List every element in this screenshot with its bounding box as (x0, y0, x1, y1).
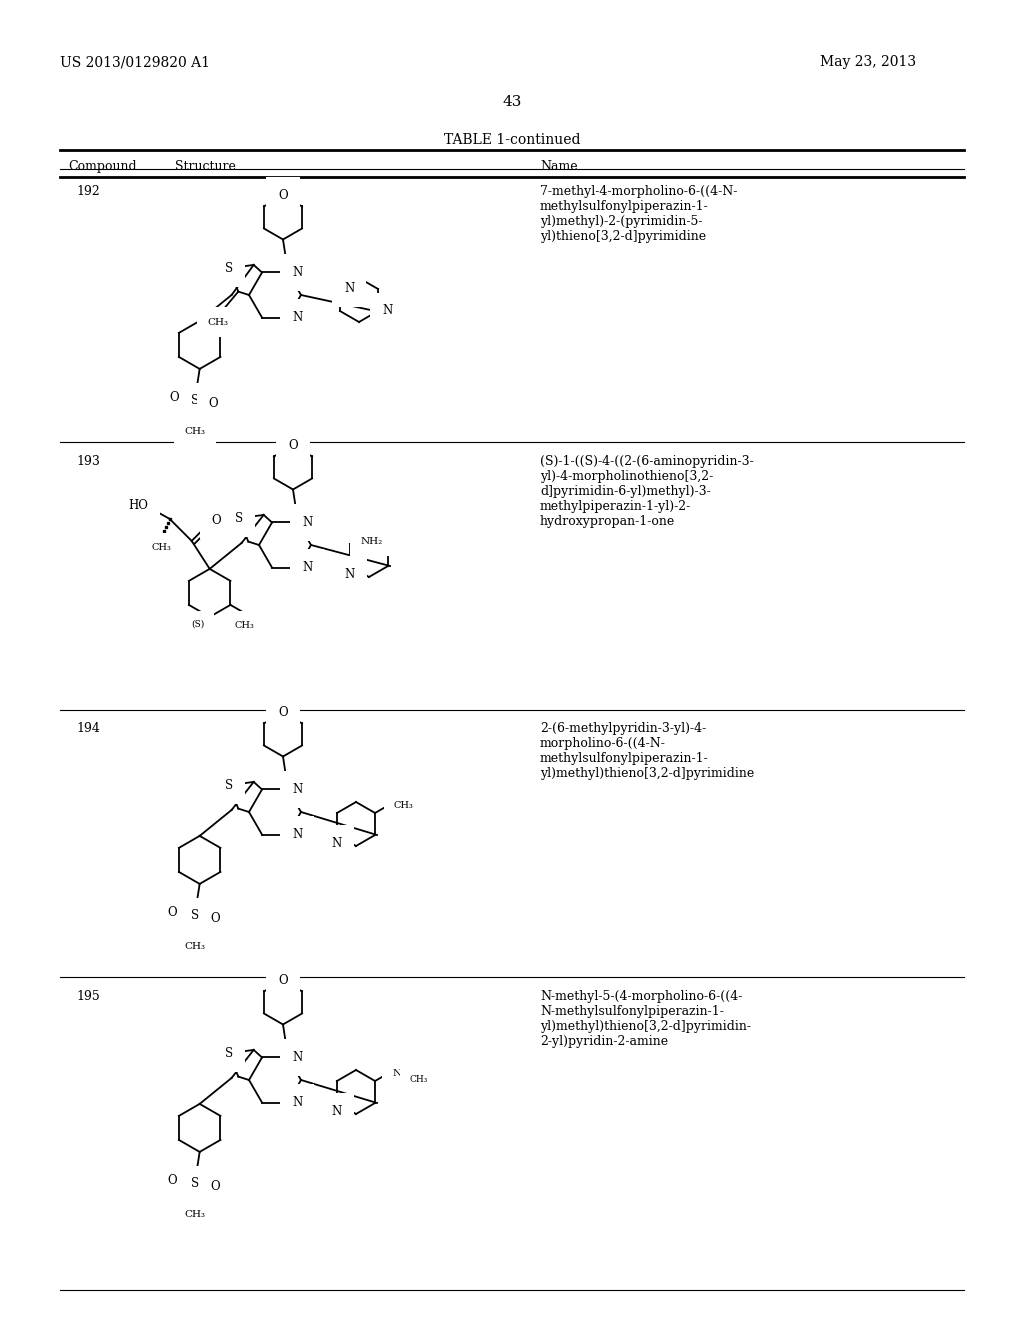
Text: CH₃: CH₃ (234, 620, 254, 630)
Text: O: O (209, 397, 218, 411)
Text: O: O (279, 189, 288, 202)
Text: Structure: Structure (175, 160, 236, 173)
Text: N: N (302, 516, 312, 529)
Text: CH₃: CH₃ (184, 1210, 205, 1218)
Text: S: S (190, 909, 199, 923)
Text: O: O (167, 1175, 177, 1188)
Text: N: N (292, 1096, 302, 1109)
Text: Name: Name (540, 160, 578, 173)
Text: CH₃: CH₃ (184, 942, 205, 950)
Text: NH₂: NH₂ (360, 536, 383, 545)
Text: O: O (211, 1180, 220, 1193)
Text: (S)-1-((S)-4-((2-(6-aminopyridin-3-
yl)-4-morpholinothieno[3,2-
d]pyrimidin-6-yl: (S)-1-((S)-4-((2-(6-aminopyridin-3- yl)-… (540, 455, 754, 528)
Text: CH₃: CH₃ (394, 800, 414, 809)
Text: S: S (190, 395, 199, 408)
Text: O: O (279, 974, 288, 987)
Text: US 2013/0129820 A1: US 2013/0129820 A1 (60, 55, 210, 69)
Text: N: N (345, 568, 355, 581)
Text: 195: 195 (76, 990, 99, 1003)
Text: N: N (302, 561, 312, 574)
Text: O: O (279, 706, 288, 719)
Text: O: O (288, 440, 298, 451)
Text: N: N (382, 305, 392, 318)
Text: 192: 192 (76, 185, 99, 198)
Text: O: O (167, 907, 177, 920)
Text: (S): (S) (191, 620, 205, 628)
Text: O: O (169, 392, 178, 404)
Text: HO: HO (129, 499, 148, 512)
Text: TABLE 1-continued: TABLE 1-continued (443, 133, 581, 147)
Text: N: N (292, 828, 302, 841)
Text: 43: 43 (503, 95, 521, 110)
Text: N: N (292, 783, 302, 796)
Text: N: N (332, 837, 342, 850)
Text: S: S (190, 1177, 199, 1191)
Text: N: N (292, 1051, 302, 1064)
Text: Compound: Compound (68, 160, 136, 173)
Text: S: S (234, 512, 243, 525)
Text: 193: 193 (76, 455, 100, 469)
Text: O: O (212, 515, 221, 528)
Text: 2-(6-methylpyridin-3-yl)-4-
morpholino-6-((4-N-
methylsulfonylpiperazin-1-
yl)me: 2-(6-methylpyridin-3-yl)-4- morpholino-6… (540, 722, 755, 780)
Text: S: S (224, 261, 232, 275)
Text: NH: NH (392, 1069, 411, 1078)
Text: N: N (344, 282, 354, 296)
Text: CH₃: CH₃ (184, 426, 205, 436)
Text: CH₃: CH₃ (208, 318, 228, 326)
Text: CH₃: CH₃ (152, 543, 172, 552)
Text: N: N (332, 1105, 342, 1118)
Text: May 23, 2013: May 23, 2013 (820, 55, 916, 69)
Text: O: O (211, 912, 220, 925)
Text: N: N (292, 312, 302, 323)
Text: N-methyl-5-(4-morpholino-6-((4-
N-methylsulfonylpiperazin-1-
yl)methyl)thieno[3,: N-methyl-5-(4-morpholino-6-((4- N-methyl… (540, 990, 751, 1048)
Text: S: S (224, 779, 232, 792)
Text: S: S (224, 1047, 232, 1060)
Text: N: N (292, 267, 302, 279)
Text: CH₃: CH₃ (410, 1074, 428, 1084)
Text: 7-methyl-4-morpholino-6-((4-N-
methylsulfonylpiperazin-1-
yl)methyl)-2-(pyrimidi: 7-methyl-4-morpholino-6-((4-N- methylsul… (540, 185, 737, 243)
Text: 194: 194 (76, 722, 100, 735)
